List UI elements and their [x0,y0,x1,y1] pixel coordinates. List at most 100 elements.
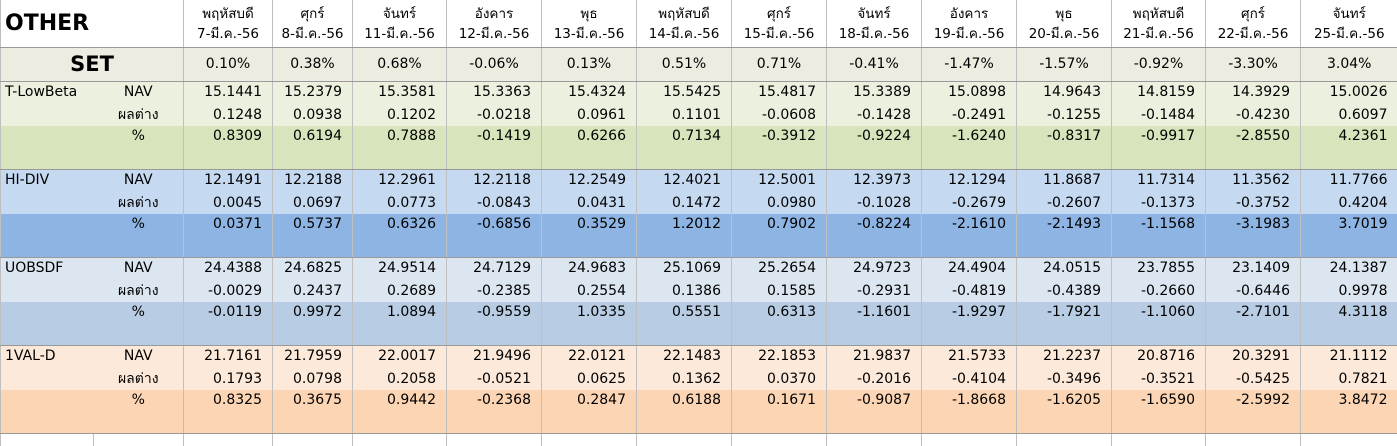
value-cell-text: 0.7821 [1338,370,1388,387]
empty-cell [731,433,827,446]
value-cell-text: 24.4388 [204,260,262,276]
date-header-text: พุธ [580,5,598,22]
value-cell: -0.2491 [921,104,1017,126]
fund-name: UOBSDF [0,257,94,280]
value-cell-text: -0.0521 [476,370,531,387]
value-cell-text: -0.2385 [476,282,531,299]
value-cell: -0.4104 [921,368,1017,390]
value-cell-text: -0.3912 [761,128,816,144]
empty-cell [0,433,94,446]
value-cell-text: 25.2654 [758,260,816,276]
fund-name-empty [0,126,94,170]
value-cell-text: 21.1112 [1329,348,1388,364]
date-header-text: จันทร์ [1332,5,1366,22]
value-cell-text: 24.9683 [568,260,626,276]
value-cell: -2.7101 [1205,302,1301,346]
fund-name-empty [0,302,94,346]
set-value: 0.51% [636,47,732,82]
date-header-text: พฤหัสบดี [202,5,254,22]
value-cell-text: -0.8317 [1046,128,1101,144]
set-value-text: 0.68% [377,56,422,72]
value-cell-text: 0.1793 [213,370,262,387]
value-cell-text: 0.2689 [387,282,436,299]
value-cell-text: -0.2491 [951,106,1006,123]
value-cell: -1.6240 [921,126,1017,170]
value-cell: 12.1294 [921,169,1017,192]
fund-name-text: UOBSDF [5,260,64,276]
fund-row: ผลต่าง 0.1793 0.0798 0.2058 -0.0521 0.0625 0.1… [0,368,1397,390]
date-header: พุธ 13-มี.ค.-56 [541,0,637,48]
value-cell: 0.7821 [1300,368,1397,390]
value-cell: -1.8668 [921,390,1017,434]
value-cell: 0.0045 [183,192,273,214]
value-cell-text: 0.3529 [577,216,626,232]
value-cell: -0.1419 [446,126,542,170]
value-cell-text: 15.2379 [284,84,342,100]
row-label: % [93,126,184,170]
value-cell-text: 0.0625 [577,370,626,387]
value-cell-text: -2.8550 [1235,128,1290,144]
set-value-text: 0.10% [205,56,251,72]
value-cell: 24.9683 [541,257,637,280]
value-cell: -0.9559 [446,302,542,346]
value-cell: 4.2361 [1300,126,1397,170]
value-cell: 0.4204 [1300,192,1397,214]
value-cell-text: 12.2118 [473,172,531,188]
empty-cell [446,433,542,446]
value-cell-text: 1.0894 [387,304,436,320]
value-cell: 12.2188 [272,169,353,192]
fund-row: HI-DIV NAV 12.1491 12.2188 12.2961 12.2118 12.… [0,169,1397,192]
value-cell: 0.9972 [272,302,353,346]
date-header: จันทร์ 11-มี.ค.-56 [352,0,447,48]
date-header: อังคาร 19-มี.ค.-56 [921,0,1017,48]
date-header: จันทร์ 18-มี.ค.-56 [826,0,922,48]
value-cell: 24.6825 [272,257,353,280]
value-cell: 21.7959 [272,345,353,368]
value-cell-text: 0.2847 [577,392,626,408]
fund-row: 1VAL-D NAV 21.7161 21.7959 22.0017 21.9496 22.… [0,345,1397,368]
value-cell: 15.2379 [272,81,353,104]
value-cell-text: -0.3521 [1140,370,1195,387]
value-cell: -0.2931 [826,280,922,302]
empty-row [0,433,1397,446]
value-cell: -0.4230 [1205,104,1301,126]
value-cell-text: -0.4104 [951,370,1006,387]
value-cell-text: -2.7101 [1235,304,1290,320]
value-cell: 0.0961 [541,104,637,126]
fund-name-empty [0,192,94,214]
value-cell-text: -0.9559 [476,304,531,320]
value-cell: -3.1983 [1205,214,1301,258]
fund-row: UOBSDF NAV 24.4388 24.6825 24.9514 24.7129 24.… [0,257,1397,280]
date-header-text: 22-มี.ค.-56 [1217,25,1289,42]
value-cell-text: 1.2012 [672,216,721,232]
value-cell-text: -1.7921 [1046,304,1101,320]
date-header-text: พฤหัสบดี [658,5,710,22]
fund-row: % 0.8309 0.6194 0.7888 -0.1419 0.6266 0.7134 -0… [0,126,1397,170]
empty-cell [1016,433,1112,446]
value-cell-text: 1.0335 [577,304,626,320]
value-cell-text: 0.1671 [767,392,816,408]
value-cell-text: -2.5992 [1235,392,1290,408]
row-label-text: NAV [123,84,153,100]
value-cell-text: -1.1060 [1140,304,1195,320]
value-cell: -0.3521 [1111,368,1206,390]
empty-cell [921,433,1017,446]
empty-cell [352,433,447,446]
value-cell: 15.4817 [731,81,827,104]
value-cell-text: 12.1491 [204,172,262,188]
value-cell: 1.2012 [636,214,732,258]
value-cell: -1.1568 [1111,214,1206,258]
value-cell-text: 0.1472 [672,194,721,211]
value-cell: 11.7766 [1300,169,1397,192]
value-cell: 23.1409 [1205,257,1301,280]
date-header-text: ศุกร์ [767,5,791,22]
set-value-text: 3.04% [1327,56,1372,72]
value-cell: 0.6266 [541,126,637,170]
value-cell-text: 21.7161 [204,348,262,364]
date-header-text: 7-มี.ค.-56 [196,25,260,42]
value-cell-text: 25.1069 [663,260,721,276]
value-cell-text: 4.2361 [1338,128,1388,144]
set-label-text: SET [70,52,114,76]
value-cell-text: 0.6097 [1338,106,1388,123]
